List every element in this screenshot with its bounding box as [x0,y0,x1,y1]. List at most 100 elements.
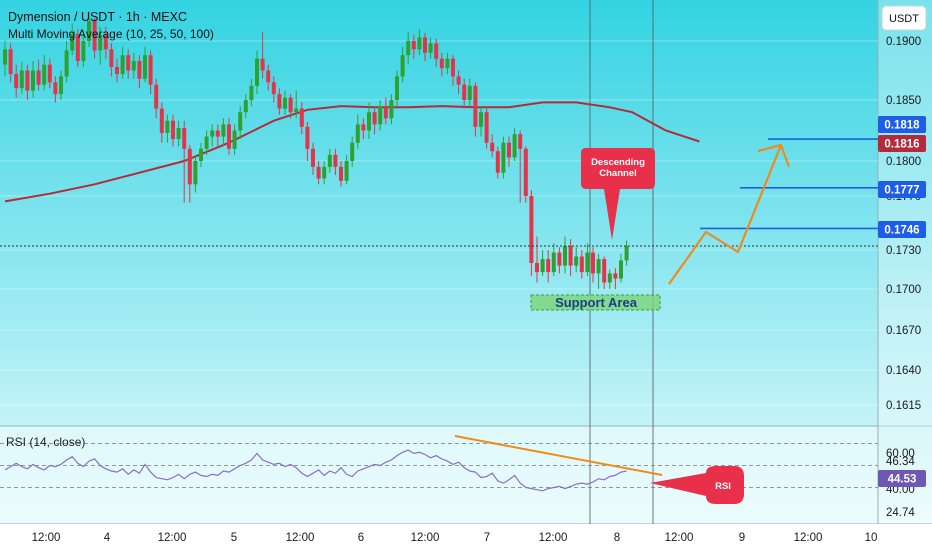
candle-body [53,82,58,95]
candle-body [339,166,343,181]
candle-body [316,166,321,179]
time-axis-area [0,524,932,550]
candle [154,78,159,119]
candle [227,118,231,155]
candle-body [120,55,125,75]
candle-body [277,94,282,109]
time-tick-label: 12:00 [539,532,568,544]
candle-body [260,58,265,71]
candle-body [64,50,69,77]
candle-body [299,108,304,127]
time-tick-label: 5 [231,532,237,544]
candle-body [171,120,175,140]
price-tick-label: 0.1615 [886,400,921,412]
candle-body [249,85,254,100]
candle-body [406,41,411,56]
price-tag-label: 0.1816 [884,139,919,151]
time-tick-label: 12:00 [286,532,315,544]
candle [14,64,19,98]
candle-body [42,64,47,85]
candle [3,41,7,77]
time-tick-label: 9 [739,532,745,544]
candle [243,94,248,119]
candle [339,161,343,187]
candle [417,29,422,56]
candle [109,43,114,77]
currency-button-frame[interactable] [881,5,927,31]
candle [249,78,254,107]
candle [355,114,360,149]
candle [333,148,338,175]
candle [383,97,388,125]
candle-body [199,148,203,161]
candle [607,269,612,289]
candle-body [47,64,52,83]
candle [182,120,187,203]
candle [42,55,47,91]
candle-body [70,33,75,51]
candle [585,243,590,276]
candle [204,130,209,155]
candle-body [619,260,623,279]
candle [131,52,136,79]
candle-body [596,259,601,274]
time-tick-label: 7 [484,532,490,544]
candle [428,37,433,59]
candle-body [462,84,467,100]
candle-body [187,148,192,185]
candle [165,114,170,143]
symbol-title: Dymension / USDT · 1h · MEXC [8,10,187,24]
candle [507,136,511,167]
candle [92,17,97,59]
price-tag-box [878,221,926,238]
candle-body [484,112,489,143]
candle [316,161,321,185]
candle-body [428,43,433,53]
candle-body [25,70,30,91]
candle-body [445,58,450,69]
candle-body [322,166,327,179]
candle [103,26,108,59]
candle-body [350,142,355,161]
candle [535,236,539,283]
candle-body [540,259,545,273]
time-tick-label: 12:00 [158,532,187,544]
candle [540,250,545,276]
candle [479,106,483,137]
descending-channel-label: Channel [599,168,636,179]
candle-body [512,134,517,158]
candle-body [523,148,528,196]
candle [596,253,601,289]
candle-body [182,128,187,149]
price-tick-label: 0.1850 [886,95,921,107]
descending-channel-callout [581,148,655,240]
candle-body [311,148,315,167]
candle [255,50,259,95]
candle-body [495,151,500,173]
candle-body [3,49,7,65]
candle [602,256,607,289]
candle [624,240,629,266]
candle [406,31,411,65]
candle-body [439,58,444,69]
rsi-callout-label: RSI [715,481,731,492]
candle [395,70,399,107]
currency-button[interactable]: USDT [881,5,927,31]
candle-body [378,106,383,125]
indicator-title: Multi Moving Average (10, 25, 50, 100) [8,27,214,41]
candle-body [210,130,215,137]
currency-button-label[interactable]: USDT [889,13,919,25]
candle-body [143,55,147,79]
candle [137,55,142,89]
candle-body [221,124,226,137]
candle-body [423,37,427,53]
candle [529,190,534,276]
candle-body [75,33,80,62]
candle [193,154,198,193]
candle-body [479,112,483,127]
candle-body [227,124,231,149]
candle-body [232,130,237,149]
candle [70,23,75,56]
candle [462,78,467,109]
